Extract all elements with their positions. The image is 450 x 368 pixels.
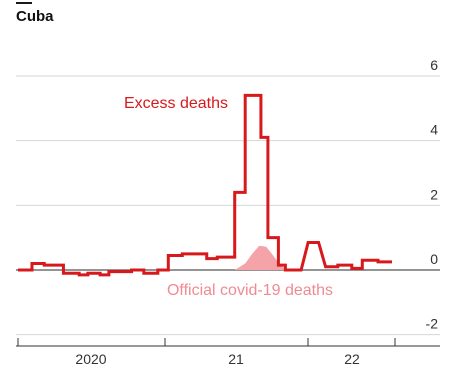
x-tick-label: 22 [344,351,360,367]
chart-title: Cuba [16,8,54,25]
excess-deaths-label: Excess deaths [124,95,228,112]
y-tick-label: -2 [426,316,439,332]
covid-deaths-label: Official covid-19 deaths [167,282,333,299]
y-tick-label: 0 [430,251,438,267]
x-tick-label: 2020 [75,351,106,367]
excess-deaths-line [18,93,392,277]
x-tick-label: 21 [228,351,244,367]
y-tick-label: 6 [430,57,438,73]
title-rule [16,2,32,4]
y-tick-label: 4 [430,122,438,138]
covid-deaths-area [234,245,288,270]
y-tick-label: 2 [430,186,438,202]
